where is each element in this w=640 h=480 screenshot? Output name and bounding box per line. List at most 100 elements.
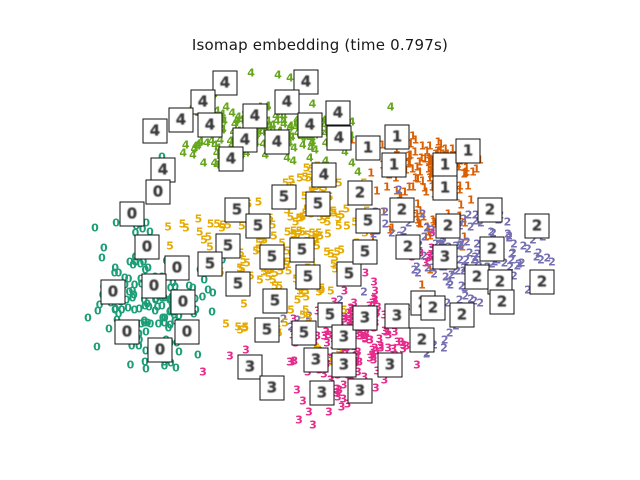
digit-glyph: 5 <box>287 173 296 187</box>
digit-glyph: 0 <box>135 333 144 347</box>
digit-image-box: 2 <box>420 295 446 321</box>
digit-image-glyph: 5 <box>359 242 371 261</box>
digit-glyph: 4 <box>237 113 246 127</box>
digit-image-box: 2 <box>524 213 550 239</box>
digit-glyph: 4 <box>230 117 239 131</box>
digit-glyph: 2 <box>387 226 396 240</box>
digit-glyph: 5 <box>351 217 359 228</box>
digit-glyph: 5 <box>246 269 255 283</box>
digit-glyph: 3 <box>322 325 331 339</box>
digit-glyph: 0 <box>166 318 175 332</box>
digit-glyph: 0 <box>130 288 138 302</box>
digit-glyph: 5 <box>290 228 298 242</box>
digit-glyph: 1 <box>405 155 414 169</box>
digit-image-box: 1 <box>432 175 458 201</box>
digit-glyph: 5 <box>178 217 187 231</box>
digit-glyph: 2 <box>432 238 440 249</box>
digit-glyph: 1 <box>455 183 464 197</box>
digit-glyph: 3 <box>370 341 379 355</box>
digit-glyph: 3 <box>376 341 385 355</box>
digit-image-glyph: 5 <box>231 200 243 219</box>
digit-glyph: 3 <box>347 302 356 316</box>
digit-glyph: 3 <box>375 332 384 345</box>
digit-image-glyph: 0 <box>148 276 160 295</box>
digit-glyph: 5 <box>298 210 307 224</box>
digit-glyph: 5 <box>293 293 302 307</box>
digit-glyph: 4 <box>308 131 316 145</box>
digit-glyph: 4 <box>290 141 298 155</box>
digit-glyph: 0 <box>138 222 147 236</box>
digit-glyph: 3 <box>340 312 349 326</box>
digit-glyph: 2 <box>470 294 479 308</box>
digit-image-glyph: 2 <box>531 216 543 235</box>
digit-glyph: 1 <box>405 180 414 194</box>
digit-glyph: 2 <box>420 249 428 263</box>
digit-glyph: 3 <box>309 418 317 432</box>
digit-glyph: 0 <box>166 295 174 306</box>
digit-glyph: 2 <box>467 292 475 306</box>
digit-glyph: 0 <box>170 308 179 322</box>
digit-glyph: 3 <box>327 375 335 386</box>
digit-glyph: 0 <box>111 303 119 317</box>
digit-glyph: 3 <box>425 249 434 263</box>
digit-glyph: 5 <box>254 236 263 250</box>
digit-glyph: 0 <box>124 272 133 286</box>
digit-glyph: 3 <box>371 293 379 307</box>
digit-glyph: 2 <box>517 256 526 270</box>
digit-image-box: 4 <box>168 107 194 133</box>
digit-image-box: 0 <box>174 319 200 345</box>
digit-glyph: 5 <box>166 239 174 253</box>
digit-glyph: 3 <box>380 373 389 387</box>
digit-glyph: 1 <box>428 181 436 192</box>
digit-glyph: 5 <box>295 211 303 225</box>
digit-image-box: 0 <box>119 201 145 227</box>
digit-image-box: 2 <box>529 269 555 295</box>
digit-glyph: 4 <box>293 117 301 128</box>
digit-glyph: 2 <box>423 346 431 360</box>
digit-glyph: 0 <box>129 258 137 272</box>
digit-glyph: 2 <box>524 283 532 297</box>
digit-glyph: 4 <box>258 125 267 139</box>
digit-image-box: 1 <box>355 135 381 161</box>
digit-glyph: 0 <box>124 301 132 315</box>
digit-image-box: 5 <box>289 237 315 263</box>
digit-image-glyph: 2 <box>427 298 439 317</box>
digit-glyph: 1 <box>430 215 438 229</box>
digit-glyph: 1 <box>472 162 481 176</box>
digit-glyph: 4 <box>199 156 208 169</box>
digit-glyph: 2 <box>456 253 465 267</box>
digit-glyph: 4 <box>213 158 221 172</box>
digit-glyph: 3 <box>339 392 348 406</box>
digit-glyph: 1 <box>372 184 381 198</box>
digit-image-box: 5 <box>197 251 223 277</box>
digit-image-box: 4 <box>190 89 216 115</box>
digit-glyph: 2 <box>510 237 518 250</box>
digit-glyph: 2 <box>453 264 462 278</box>
digit-glyph: 3 <box>424 251 433 265</box>
digit-glyph: 5 <box>343 219 351 233</box>
digit-glyph: 1 <box>411 171 420 185</box>
digit-glyph: 5 <box>241 321 249 335</box>
digit-image-box: 5 <box>224 197 250 223</box>
digit-glyph: 1 <box>426 164 435 178</box>
digit-image-box: 4 <box>142 118 168 144</box>
digit-glyph: 3 <box>331 386 340 400</box>
digit-image-glyph: 2 <box>442 216 454 235</box>
digit-glyph: 0 <box>112 216 120 230</box>
digit-image-glyph: 2 <box>354 183 366 202</box>
digit-image-glyph: 5 <box>261 320 273 339</box>
digit-glyph: 0 <box>141 263 150 277</box>
digit-glyph: 4 <box>228 140 236 151</box>
digit-glyph: 3 <box>428 242 436 253</box>
digit-glyph: 2 <box>414 266 422 280</box>
digit-glyph: 5 <box>224 218 232 232</box>
digit-glyph: 0 <box>143 316 152 330</box>
digit-glyph: 2 <box>463 235 471 248</box>
digit-glyph: 5 <box>297 287 306 300</box>
digit-glyph: 5 <box>241 320 250 334</box>
digit-glyph: 3 <box>290 354 299 368</box>
digit-glyph: 1 <box>424 225 433 239</box>
digit-glyph: 0 <box>120 271 129 285</box>
digit-glyph: 4 <box>321 115 329 126</box>
digit-glyph: 3 <box>361 331 370 345</box>
